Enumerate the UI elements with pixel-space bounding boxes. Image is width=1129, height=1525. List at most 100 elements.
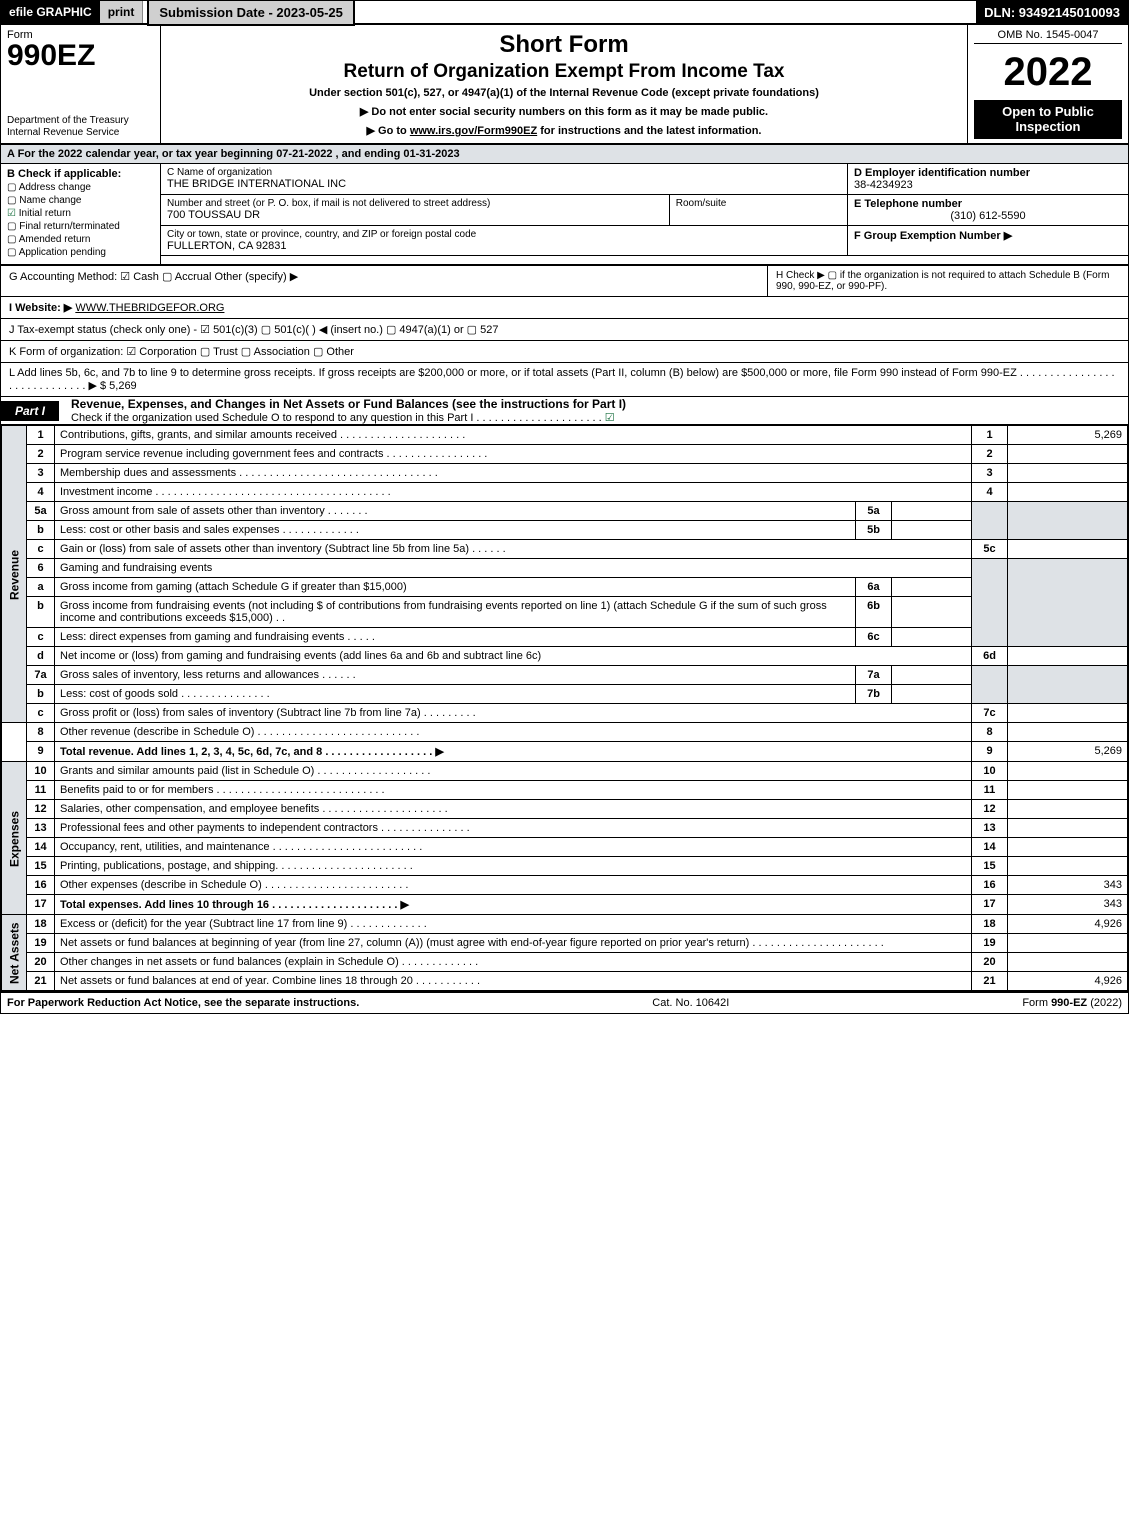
lines-table: Revenue 1 Contributions, gifts, grants, … <box>1 425 1128 991</box>
col-cde: C Name of organization THE BRIDGE INTERN… <box>161 164 1128 264</box>
box-b: B Check if applicable: Address change Na… <box>1 164 161 264</box>
l19-rv <box>1008 934 1128 953</box>
l8-rv <box>1008 723 1128 742</box>
l17-d-b: Total expenses. Add lines 10 through 16 … <box>60 899 409 911</box>
instr2-pre: ▶ Go to <box>367 125 410 137</box>
chk-initial-return[interactable]: Initial return <box>7 208 154 219</box>
row-i-label: I Website: ▶ <box>9 302 72 314</box>
l6a-sv <box>892 578 972 597</box>
l14-rn: 14 <box>972 838 1008 857</box>
l15-rv <box>1008 857 1128 876</box>
l21-rn: 21 <box>972 972 1008 991</box>
side-revenue: Revenue <box>2 426 27 723</box>
l6a-sn: 6a <box>856 578 892 597</box>
l12-rv <box>1008 800 1128 819</box>
l8-rn: 8 <box>972 723 1008 742</box>
l4-d: Investment income . . . . . . . . . . . … <box>55 483 972 502</box>
top-bar: efile GRAPHIC print Submission Date - 20… <box>1 1 1128 25</box>
l2-d: Program service revenue including govern… <box>55 445 972 464</box>
l5c-rn: 5c <box>972 540 1008 559</box>
row-a-tax-year: A For the 2022 calendar year, or tax yea… <box>1 145 1128 164</box>
chk-application-pending[interactable]: Application pending <box>7 247 154 258</box>
l7c-rv <box>1008 704 1128 723</box>
l21-rv: 4,926 <box>1008 972 1128 991</box>
l2-rv <box>1008 445 1128 464</box>
l5c-d: Gain or (loss) from sale of assets other… <box>55 540 972 559</box>
row-i: I Website: ▶ WWW.THEBRIDGEFOR.ORG <box>1 297 1128 319</box>
chk-final-return[interactable]: Final return/terminated <box>7 221 154 232</box>
l21-n: 21 <box>27 972 55 991</box>
l5b-sv <box>892 521 972 540</box>
grey-7ab-v <box>1008 666 1128 704</box>
part1-label: Part I <box>1 401 59 421</box>
city-value: FULLERTON, CA 92831 <box>167 240 841 252</box>
l6-n: 6 <box>27 559 55 578</box>
l6b-n: b <box>27 597 55 628</box>
l6b-sn: 6b <box>856 597 892 628</box>
l13-d: Professional fees and other payments to … <box>55 819 972 838</box>
box-c-room-cell: Room/suite <box>670 195 848 225</box>
website-value: WWW.THEBRIDGEFOR.ORG <box>75 302 224 314</box>
l4-rv <box>1008 483 1128 502</box>
part1-sub: Check if the organization used Schedule … <box>59 411 1128 424</box>
title-center-col: Short Form Return of Organization Exempt… <box>161 25 968 143</box>
l20-n: 20 <box>27 953 55 972</box>
title-left-col: Form 990EZ Department of the Treasury In… <box>1 25 161 143</box>
chk-name-change[interactable]: Name change <box>7 195 154 206</box>
l5b-sn: 5b <box>856 521 892 540</box>
l5b-n: b <box>27 521 55 540</box>
submission-date: Submission Date - 2023-05-25 <box>147 0 355 26</box>
instr-goto: ▶ Go to www.irs.gov/Form990EZ for instru… <box>169 124 959 137</box>
dln-label: DLN: 93492145010093 <box>976 1 1128 24</box>
l7b-d: Less: cost of goods sold . . . . . . . .… <box>55 685 856 704</box>
l20-rv <box>1008 953 1128 972</box>
l6c-sn: 6c <box>856 628 892 647</box>
l16-d: Other expenses (describe in Schedule O) … <box>55 876 972 895</box>
l16-n: 16 <box>27 876 55 895</box>
form-number: 990EZ <box>7 41 154 71</box>
print-button[interactable]: print <box>100 1 144 23</box>
footer-left: For Paperwork Reduction Act Notice, see … <box>7 997 359 1009</box>
efile-label: efile GRAPHIC <box>1 1 100 23</box>
grey-6abc <box>972 559 1008 647</box>
l14-n: 14 <box>27 838 55 857</box>
irs-link[interactable]: www.irs.gov/Form990EZ <box>410 125 537 137</box>
part1-sub-text: Check if the organization used Schedule … <box>71 412 605 424</box>
l13-rv <box>1008 819 1128 838</box>
ein-value: 38-4234923 <box>854 179 1122 191</box>
l9-d-b: Total revenue. Add lines 1, 2, 3, 4, 5c,… <box>60 746 444 758</box>
footer-center: Cat. No. 10642I <box>652 997 729 1009</box>
l11-d: Benefits paid to or for members . . . . … <box>55 781 972 800</box>
short-form-heading: Short Form <box>169 31 959 59</box>
city-label: City or town, state or province, country… <box>167 229 841 240</box>
l3-rn: 3 <box>972 464 1008 483</box>
schedule-o-checkbox[interactable]: ☑ <box>605 412 615 424</box>
l19-n: 19 <box>27 934 55 953</box>
phone-value: (310) 612-5590 <box>854 210 1122 222</box>
instr2-post: for instructions and the latest informat… <box>537 125 761 137</box>
l7b-n: b <box>27 685 55 704</box>
footer-right-bold: 990-EZ <box>1051 997 1087 1009</box>
footer-right-post: (2022) <box>1087 997 1122 1009</box>
chk-amended-return[interactable]: Amended return <box>7 234 154 245</box>
subtitle: Under section 501(c), 527, or 4947(a)(1)… <box>169 87 959 99</box>
l5a-sn: 5a <box>856 502 892 521</box>
box-e: E Telephone number (310) 612-5590 <box>848 195 1128 225</box>
l10-d: Grants and similar amounts paid (list in… <box>55 762 972 781</box>
footer-right: Form 990-EZ (2022) <box>1022 997 1122 1009</box>
grey-6abc-v <box>1008 559 1128 647</box>
dept-text: Department of the Treasury Internal Reve… <box>7 115 154 139</box>
l7c-n: c <box>27 704 55 723</box>
l16-rv: 343 <box>1008 876 1128 895</box>
l13-rn: 13 <box>972 819 1008 838</box>
chk-address-change[interactable]: Address change <box>7 182 154 193</box>
l7c-rn: 7c <box>972 704 1008 723</box>
l1-rv: 5,269 <box>1008 426 1128 445</box>
l6d-d: Net income or (loss) from gaming and fun… <box>55 647 972 666</box>
l1-d: Contributions, gifts, grants, and simila… <box>55 426 972 445</box>
row-k: K Form of organization: ☑ Corporation ▢ … <box>1 341 1128 363</box>
l7a-sv <box>892 666 972 685</box>
l8-n: 8 <box>27 723 55 742</box>
l6c-n: c <box>27 628 55 647</box>
l10-rn: 10 <box>972 762 1008 781</box>
